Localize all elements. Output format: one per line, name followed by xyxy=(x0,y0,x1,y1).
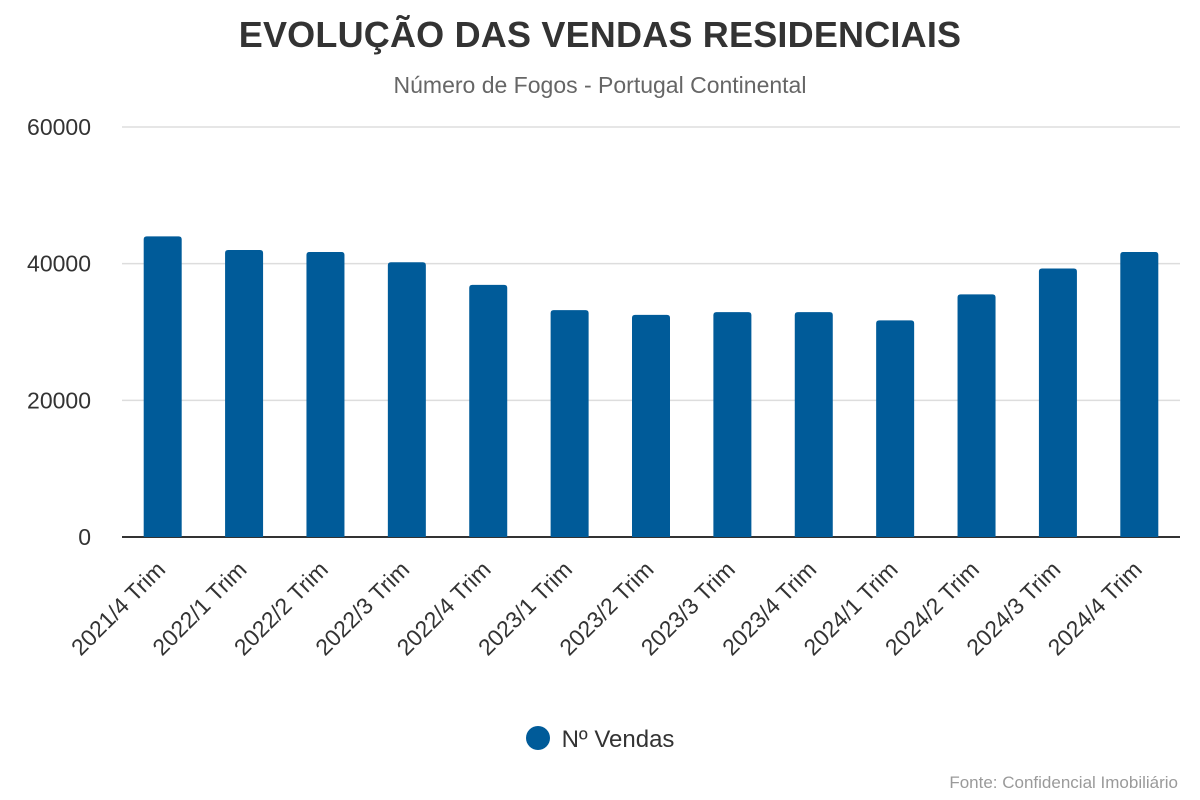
chart-subtitle: Número de Fogos - Portugal Continental xyxy=(393,72,807,98)
y-tick-label: 40000 xyxy=(27,251,91,277)
bars xyxy=(143,236,1159,538)
bar xyxy=(876,320,915,537)
bar xyxy=(957,294,996,537)
y-tick-label: 20000 xyxy=(27,387,91,413)
bar xyxy=(306,252,345,538)
bar xyxy=(225,250,264,537)
bar xyxy=(1038,268,1077,537)
y-axis-ticks: 0 20000 40000 60000 xyxy=(27,114,91,550)
bar xyxy=(632,314,670,537)
bar xyxy=(143,236,182,538)
bar xyxy=(794,312,833,537)
bar xyxy=(713,312,752,537)
bar xyxy=(387,262,426,537)
y-tick-label: 60000 xyxy=(27,114,91,140)
legend-label: Nº Vendas xyxy=(561,726,675,753)
y-tick-label: 0 xyxy=(78,524,91,550)
bar xyxy=(1120,252,1159,538)
chart-title: EVOLUÇÃO DAS VENDAS RESIDENCIAIS xyxy=(238,14,962,55)
bar xyxy=(550,310,589,537)
legend: Nº Vendas xyxy=(0,726,1200,754)
legend-swatch xyxy=(525,726,550,750)
source-note: Fonte: Confidencial Imobiliário xyxy=(949,773,1178,792)
bar xyxy=(469,284,508,537)
